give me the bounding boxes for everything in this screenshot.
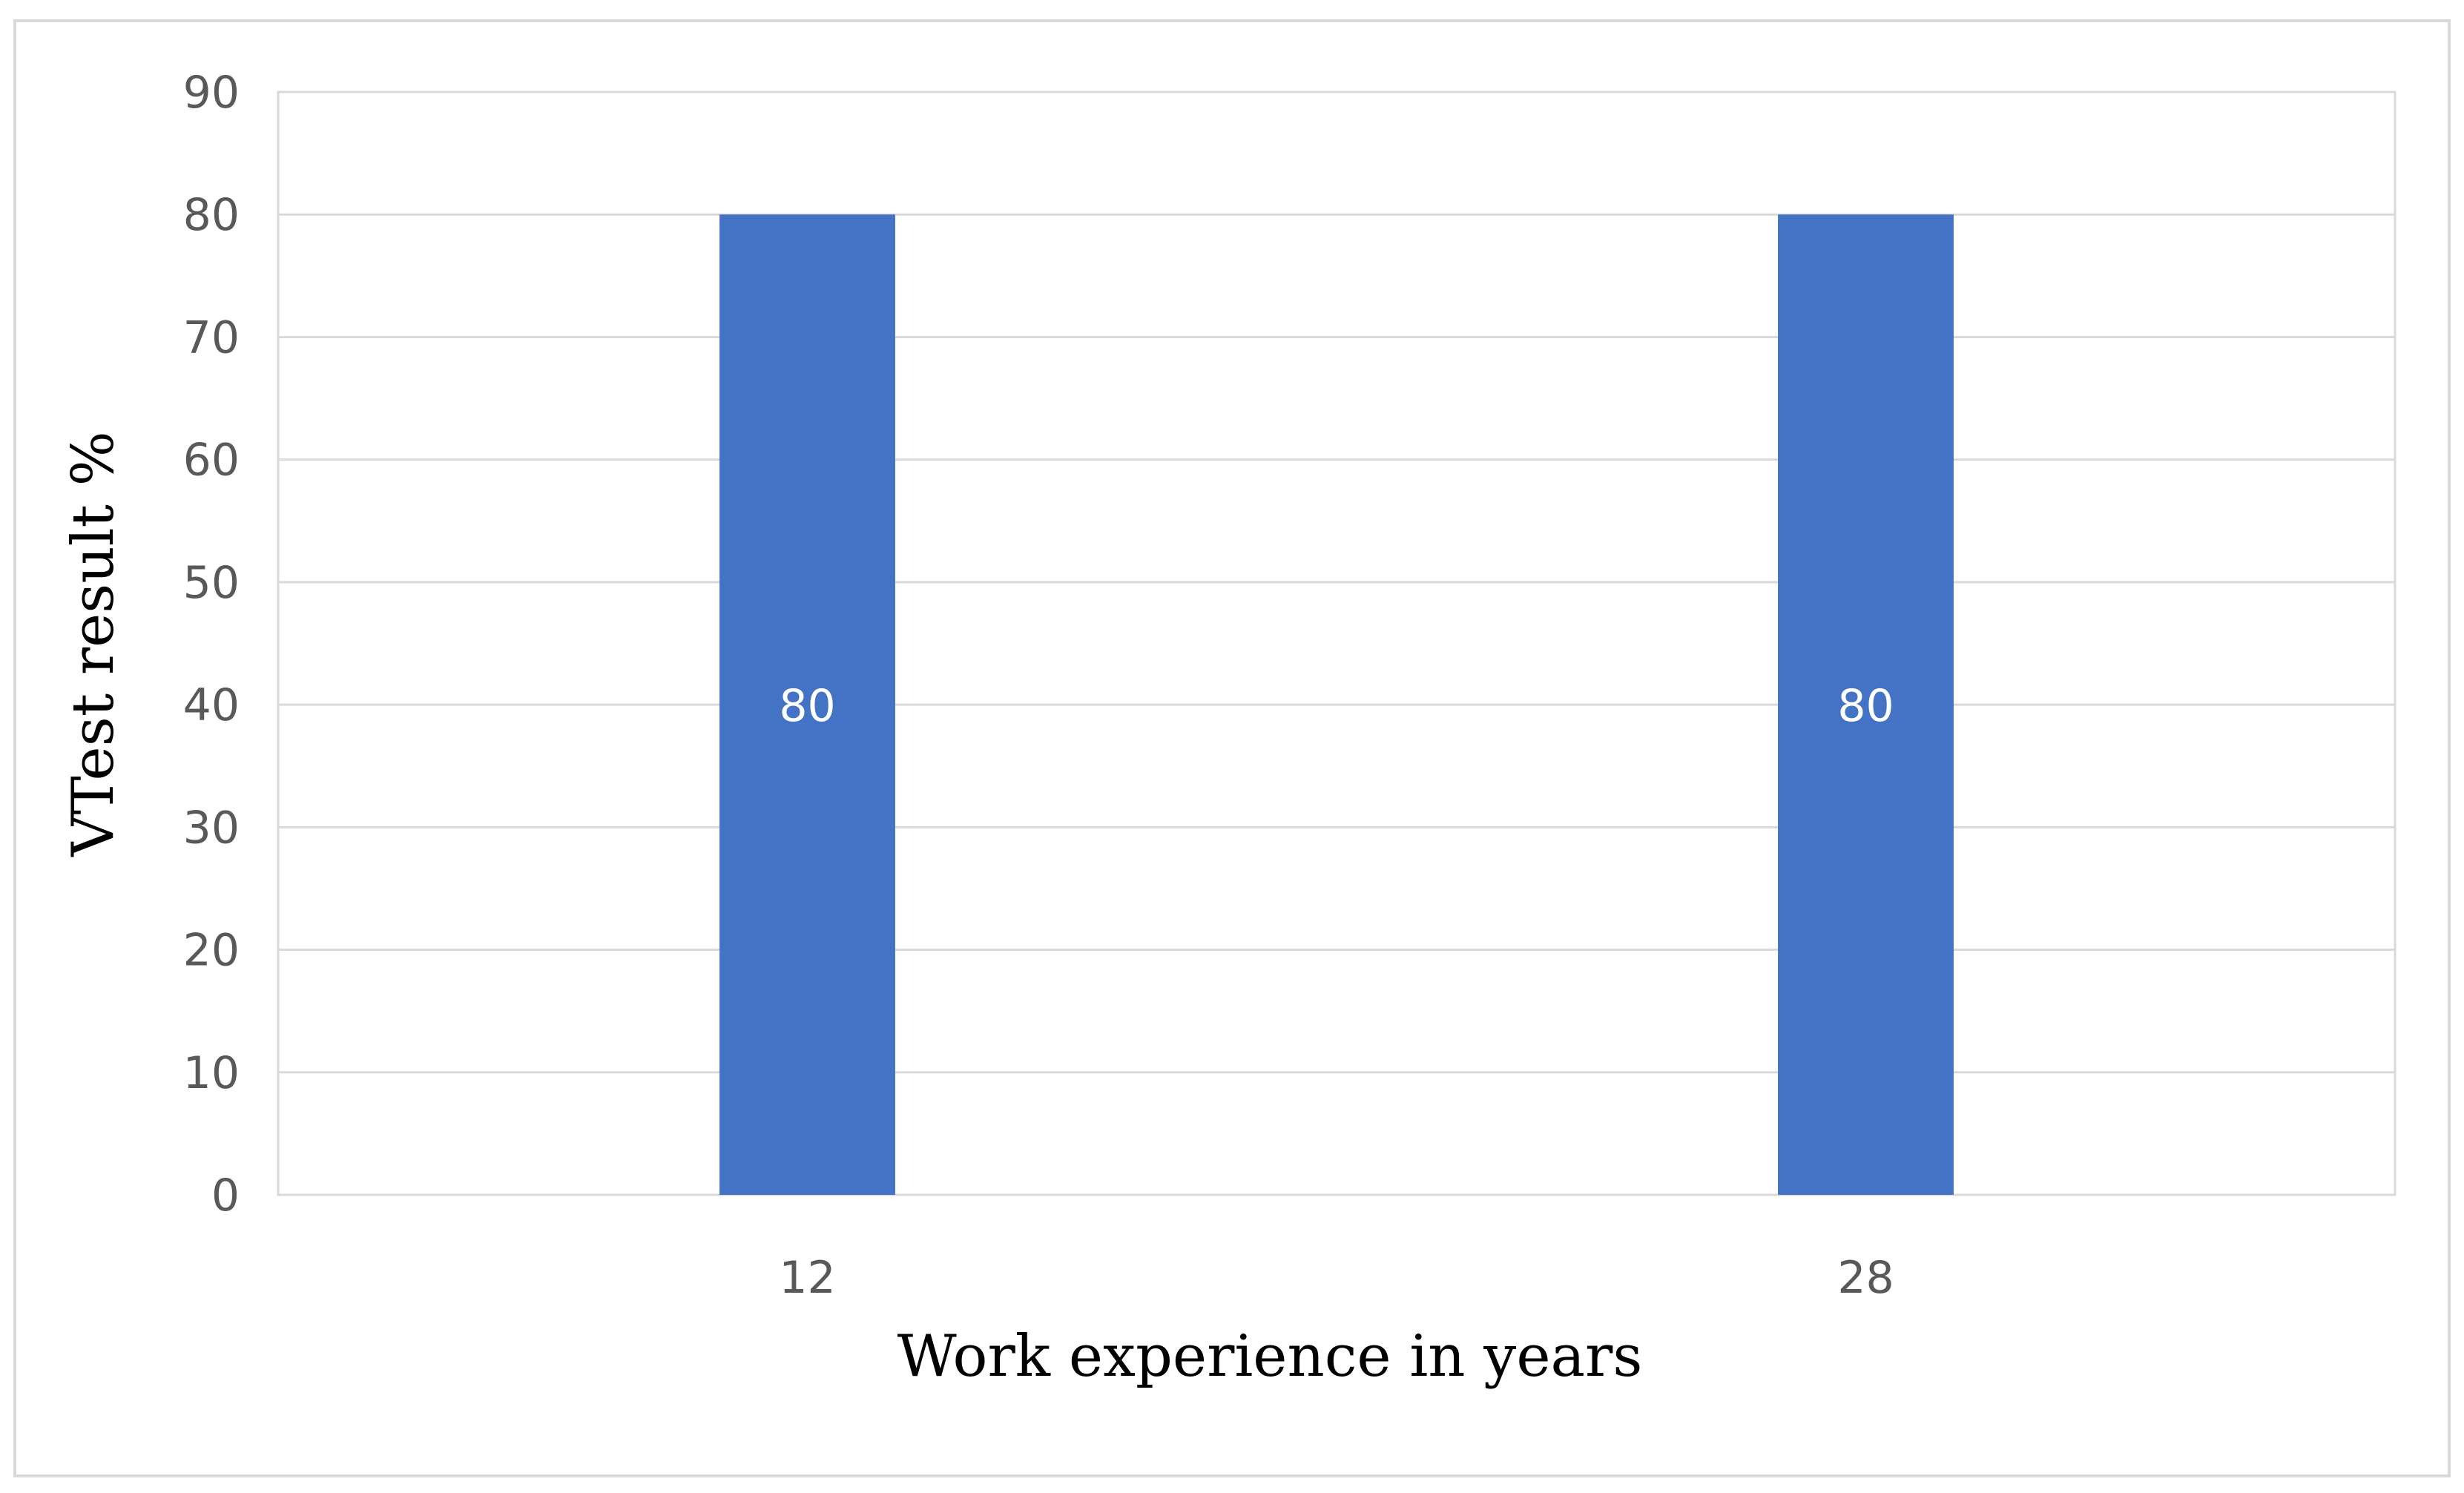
bar-28: [1778, 214, 1954, 1196]
y-axis-title: VTest result %: [60, 431, 127, 857]
chart-border: [13, 19, 2451, 1477]
y-tick-label: 70: [183, 312, 240, 363]
plot-area: [277, 90, 2397, 1196]
x-axis-title: Work experience in years: [897, 1323, 1643, 1390]
y-tick-label: 40: [183, 679, 240, 731]
bars: 80 80: [719, 214, 1954, 1196]
x-axis-ticks: 12 28: [779, 1252, 1894, 1304]
y-tick-label: 60: [183, 435, 240, 487]
y-tick-label: 50: [183, 557, 240, 609]
y-tick-label: 0: [211, 1170, 240, 1222]
x-tick-label-28: 28: [1837, 1252, 1894, 1304]
bar-12: [719, 214, 895, 1196]
y-tick-label: 20: [183, 925, 240, 977]
y-tick-label: 30: [183, 802, 240, 854]
data-label-28: 80: [1837, 680, 1894, 732]
y-axis-ticks: 0 10 20 30 40 50 60 70 80 90: [183, 67, 240, 1222]
y-tick-label: 90: [183, 67, 240, 119]
y-tick-label: 10: [183, 1047, 240, 1099]
y-tick-label: 80: [183, 189, 240, 241]
x-tick-label-12: 12: [779, 1252, 835, 1304]
data-label-12: 80: [779, 680, 835, 732]
